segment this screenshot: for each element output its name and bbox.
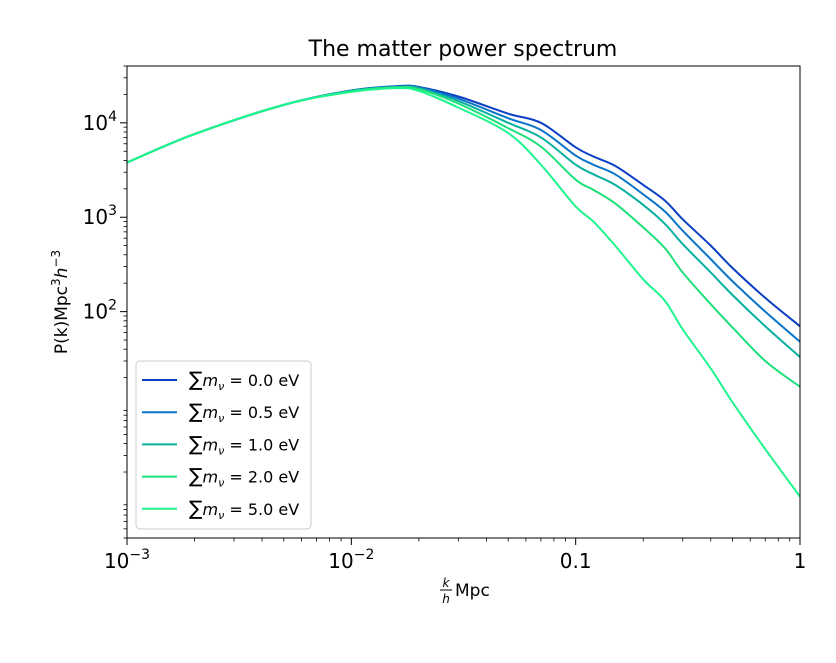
- legend-label: ∑mν = 0.5 eV: [189, 399, 299, 425]
- chart-title: The matter power spectrum: [308, 37, 618, 62]
- x-axis-ticks: 10−3 10−2 0.1 1: [104, 538, 806, 573]
- legend-label: ∑mν = 0.0 eV: [189, 367, 299, 393]
- x-label-denominator: h: [442, 592, 450, 606]
- legend-item: ∑mν = 0.5 eV: [142, 399, 299, 425]
- series-group: [126, 84, 801, 498]
- y-axis-ticks: 102 103 104: [83, 65, 127, 539]
- x-label-unit: Mpc: [455, 581, 490, 601]
- legend-item: ∑mν = 5.0 eV: [142, 496, 299, 522]
- legend-label: ∑mν = 2.0 eV: [189, 464, 299, 490]
- legend-item: ∑mν = 0.0 eV: [142, 367, 299, 393]
- x-tick-label: 0.1: [560, 549, 592, 573]
- series-line-4: [126, 87, 801, 498]
- legend: ∑mν = 0.0 eV ∑mν = 0.5 eV ∑mν = 1.0 eV ∑mν …: [135, 360, 312, 530]
- y-tick-label: 102: [83, 298, 117, 324]
- y-tick-label: 104: [83, 109, 117, 135]
- legend-item: ∑mν = 2.0 eV: [142, 464, 299, 490]
- plot-frame: [126, 65, 801, 539]
- x-tick-label: 10−3: [104, 547, 150, 573]
- y-axis-label: P(k)Mpc3h−3: [49, 250, 72, 354]
- x-axis-label: kh Mpc: [440, 576, 490, 606]
- legend-box: [135, 360, 312, 530]
- x-tick-label: 10−2: [328, 547, 374, 573]
- legend-item: ∑mν = 1.0 eV: [142, 431, 299, 457]
- x-label-numerator: k: [443, 576, 451, 590]
- legend-label: ∑mν = 5.0 eV: [189, 496, 299, 522]
- y-tick-label: 103: [83, 203, 117, 229]
- y-label-text: P(k)Mpc3h−3: [49, 250, 72, 354]
- x-tick-label: 1: [794, 549, 807, 573]
- legend-label: ∑mν = 1.0 eV: [189, 431, 299, 457]
